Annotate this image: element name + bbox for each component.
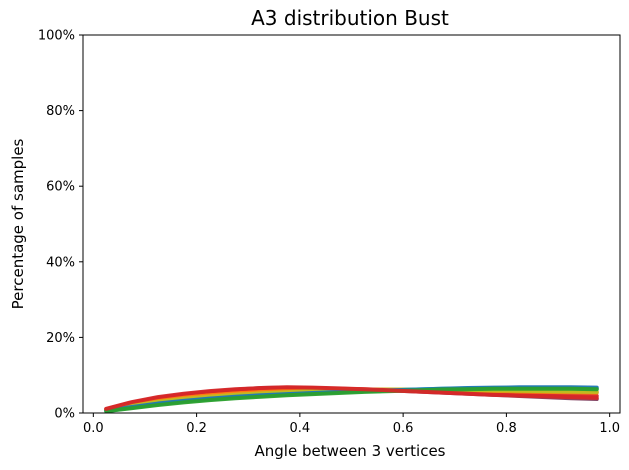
plot-frame [82, 34, 621, 414]
x-tick-label: 0.2 [186, 421, 207, 436]
x-tick-label: 0.8 [496, 421, 517, 436]
y-axis-title: Percentage of samples [9, 138, 27, 309]
series-line-8 [104, 385, 599, 411]
series-line-7 [104, 386, 599, 414]
series-layer [104, 385, 599, 414]
y-tick-label: 80% [46, 104, 75, 119]
x-tick-label: 1.0 [599, 421, 620, 436]
y-tick-label: 100% [38, 29, 75, 44]
y-tick-label: 60% [46, 180, 75, 195]
y-tick-label: 20% [46, 331, 75, 346]
chart-title: A3 distribution Bust [251, 6, 449, 30]
x-tick-label: 0.4 [290, 421, 311, 436]
axes-layer: 0.0 0.2 0.4 0.6 0.8 1.0 0% 20% 40% 60% 80% 100% [38, 29, 621, 436]
x-tick-label: 0.6 [393, 421, 414, 436]
x-axis-title: Angle between 3 vertices [254, 442, 445, 460]
y-tick-label: 0% [54, 407, 75, 422]
x-tick-label: 0.0 [83, 421, 104, 436]
y-tick-label: 40% [46, 255, 75, 270]
